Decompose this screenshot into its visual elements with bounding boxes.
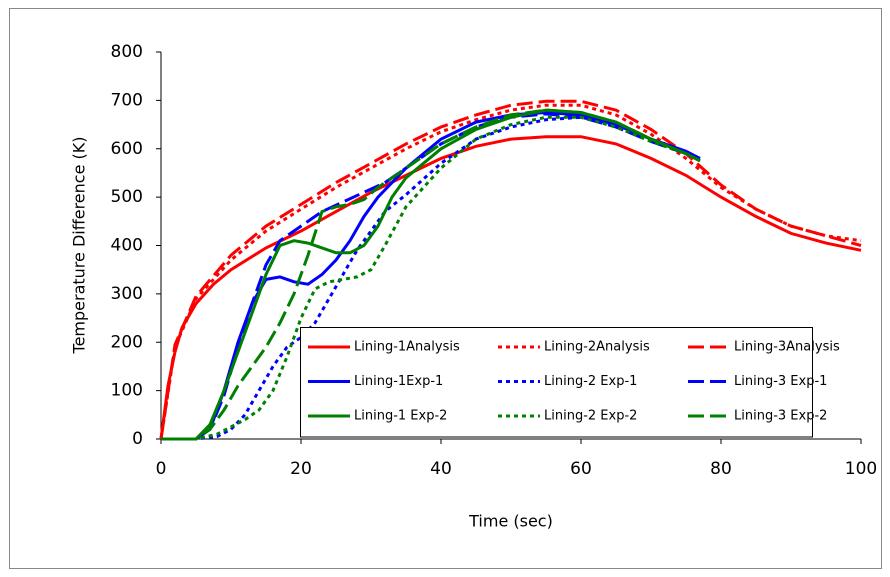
legend-label: Lining-2 Exp-1: [544, 374, 637, 389]
legend-label: Lining-3 Exp-1: [734, 374, 827, 389]
legend-label: Lining-1 Exp-2: [354, 409, 447, 424]
y-tick-label: 100: [111, 381, 143, 401]
legend-box: [300, 327, 813, 438]
legend-label: Lining-3Analysis: [734, 340, 840, 355]
x-tick-label: 0: [156, 459, 167, 479]
x-tick-label: 40: [430, 459, 452, 479]
legend-label: Lining-2Analysis: [544, 340, 650, 355]
legend-label: Lining-1Exp-1: [354, 374, 443, 389]
y-tick-label: 0: [132, 429, 143, 449]
y-tick-label: 600: [111, 139, 143, 159]
x-tick-label: 20: [290, 459, 312, 479]
x-tick-label: 80: [710, 459, 732, 479]
series-line: [161, 108, 701, 441]
y-axis-title: Temperature Difference (K): [70, 137, 89, 355]
series-line: [159, 103, 862, 440]
y-tick-label: 700: [111, 90, 143, 110]
x-tick-label: 60: [570, 459, 592, 479]
x-tick-label: 100: [845, 459, 877, 479]
y-tick-label: 400: [111, 236, 143, 256]
legend-label: Lining-3 Exp-2: [734, 409, 827, 424]
series-line: [159, 135, 862, 440]
y-tick-label: 200: [111, 332, 143, 352]
y-tick-label: 500: [111, 187, 143, 207]
series-line: [161, 115, 701, 441]
y-tick-label: 800: [111, 42, 143, 62]
legend-label: Lining-1Analysis: [354, 340, 460, 355]
series-line: [161, 110, 701, 441]
legend-label: Lining-2 Exp-2: [544, 409, 637, 424]
x-axis-title: Time (sec): [468, 512, 553, 531]
y-tick-label: 300: [111, 284, 143, 304]
series-line: [159, 99, 862, 440]
chart-frame: [9, 8, 882, 569]
